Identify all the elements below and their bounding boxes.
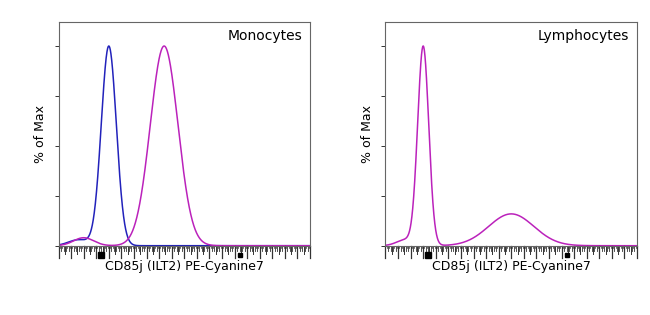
Y-axis label: % of Max: % of Max	[34, 105, 47, 163]
X-axis label: CD85j (ILT2) PE-Cyanine7: CD85j (ILT2) PE-Cyanine7	[432, 260, 591, 272]
X-axis label: CD85j (ILT2) PE-Cyanine7: CD85j (ILT2) PE-Cyanine7	[105, 260, 264, 272]
Text: Monocytes: Monocytes	[227, 29, 302, 43]
Text: Lymphocytes: Lymphocytes	[538, 29, 629, 43]
Y-axis label: % of Max: % of Max	[361, 105, 374, 163]
